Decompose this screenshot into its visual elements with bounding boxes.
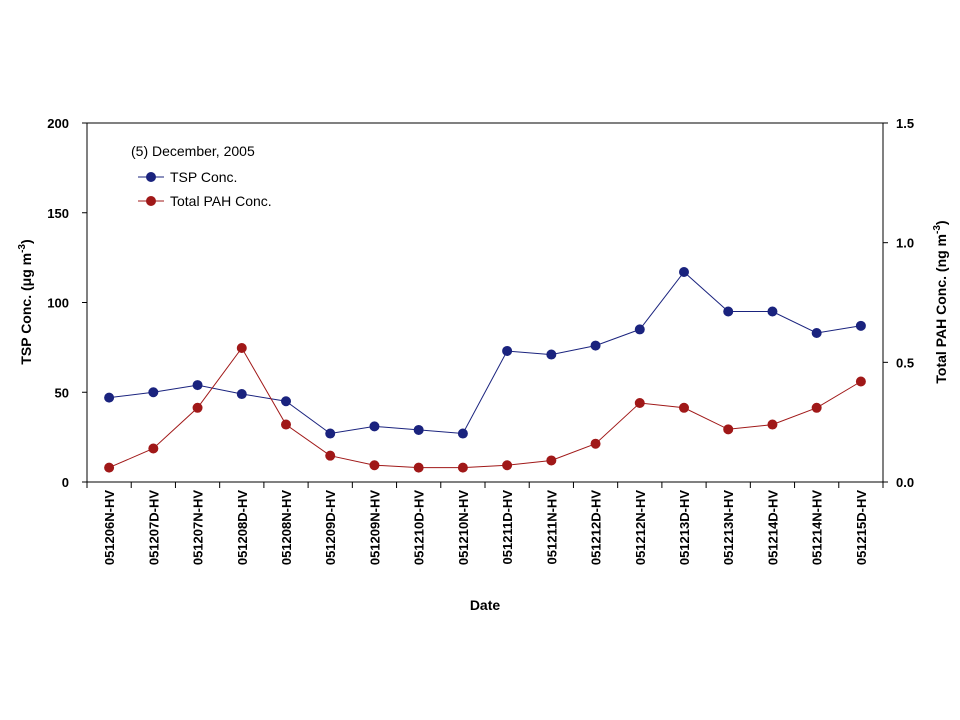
data-point xyxy=(413,424,424,435)
legend: TSP Conc. Total PAH Conc. xyxy=(138,169,272,209)
data-point xyxy=(590,340,601,351)
data-point xyxy=(723,424,734,435)
data-point xyxy=(369,421,380,432)
left-tick-label: 0 xyxy=(62,475,69,490)
data-point xyxy=(148,443,159,454)
data-point xyxy=(590,438,601,449)
x-tick-label: 051206N-HV xyxy=(102,490,117,565)
left-tick-label: 50 xyxy=(55,385,69,400)
data-point xyxy=(236,389,247,400)
annotation-label: (5) December, 2005 xyxy=(131,143,255,159)
data-point xyxy=(767,306,778,317)
x-tick-label: 051209D-HV xyxy=(323,490,338,565)
x-tick-label: 051209N-HV xyxy=(367,490,382,565)
data-point xyxy=(457,462,468,473)
data-point xyxy=(679,402,689,413)
left-tick-label: 200 xyxy=(47,116,69,131)
data-point xyxy=(413,462,424,473)
series-line-0 xyxy=(109,271,861,435)
x-tick-label: 051214N-HV xyxy=(810,490,825,565)
left-tick-label: 100 xyxy=(47,296,69,311)
x-tick-label: 051213D-HV xyxy=(677,490,692,565)
data-point xyxy=(104,392,115,403)
x-axis: 051206N-HV 051207D-HV 051207N-HV 051208D-HV… xyxy=(86,482,884,565)
data-point xyxy=(236,342,247,353)
data-point xyxy=(634,398,645,409)
series-layer xyxy=(104,266,866,473)
right-tick-label: 0.5 xyxy=(896,355,914,370)
data-point xyxy=(457,428,468,439)
data-point xyxy=(281,419,291,430)
x-axis-title: Date xyxy=(470,597,501,613)
data-point xyxy=(281,396,291,407)
right-tick-label: 0.0 xyxy=(896,475,914,490)
x-tick-label: 051212D-HV xyxy=(589,490,604,565)
data-point xyxy=(546,349,557,360)
x-tick-label: 051210D-HV xyxy=(412,490,427,565)
data-point xyxy=(723,306,734,317)
right-axis-title: Total PAH Conc. (ng m-3) xyxy=(932,220,949,383)
right-axis: 0.0 0.5 1.0 1.5 xyxy=(883,116,914,490)
data-point xyxy=(546,455,557,466)
x-tick-label: 051211N-HV xyxy=(544,490,559,565)
data-point xyxy=(502,345,513,356)
x-tick-label: 051208N-HV xyxy=(279,490,294,565)
data-point xyxy=(634,324,645,335)
x-tick-label: 051213N-HV xyxy=(721,490,736,565)
data-point xyxy=(192,380,203,391)
left-axis: 0 50 100 150 200 xyxy=(47,116,87,490)
data-point xyxy=(148,387,159,398)
x-tick-label: 051214D-HV xyxy=(765,490,780,565)
data-point xyxy=(855,376,866,387)
data-point xyxy=(679,266,689,277)
legend-marker-pah xyxy=(146,196,156,206)
data-point xyxy=(502,460,513,471)
data-point xyxy=(811,402,822,413)
left-axis-title: TSP Conc. (μg m-3) xyxy=(17,239,34,364)
x-tick-label: 051208D-HV xyxy=(235,490,250,565)
plot-area xyxy=(86,122,884,483)
x-tick-label: 051212N-HV xyxy=(633,490,648,565)
data-point xyxy=(325,428,336,439)
right-tick-label: 1.0 xyxy=(896,236,914,251)
x-tick-label: 051210N-HV xyxy=(456,490,471,565)
data-point xyxy=(369,460,380,471)
data-point xyxy=(325,450,336,461)
data-point xyxy=(855,320,866,331)
x-tick-label: 051215D-HV xyxy=(854,490,869,565)
right-tick-label: 1.5 xyxy=(896,116,914,131)
legend-label-tsp: TSP Conc. xyxy=(170,169,237,185)
x-tick-label: 051211D-HV xyxy=(500,490,515,565)
data-point xyxy=(104,462,115,473)
legend-label-pah: Total PAH Conc. xyxy=(170,193,272,209)
legend-marker-tsp xyxy=(146,172,156,182)
left-tick-label: 150 xyxy=(47,206,69,221)
series-line-1 xyxy=(108,347,862,469)
data-point xyxy=(192,402,203,413)
data-point xyxy=(811,328,822,339)
data-point xyxy=(767,419,778,430)
x-tick-label: 051207D-HV xyxy=(146,490,161,565)
x-tick-label: 051207N-HV xyxy=(191,490,206,565)
